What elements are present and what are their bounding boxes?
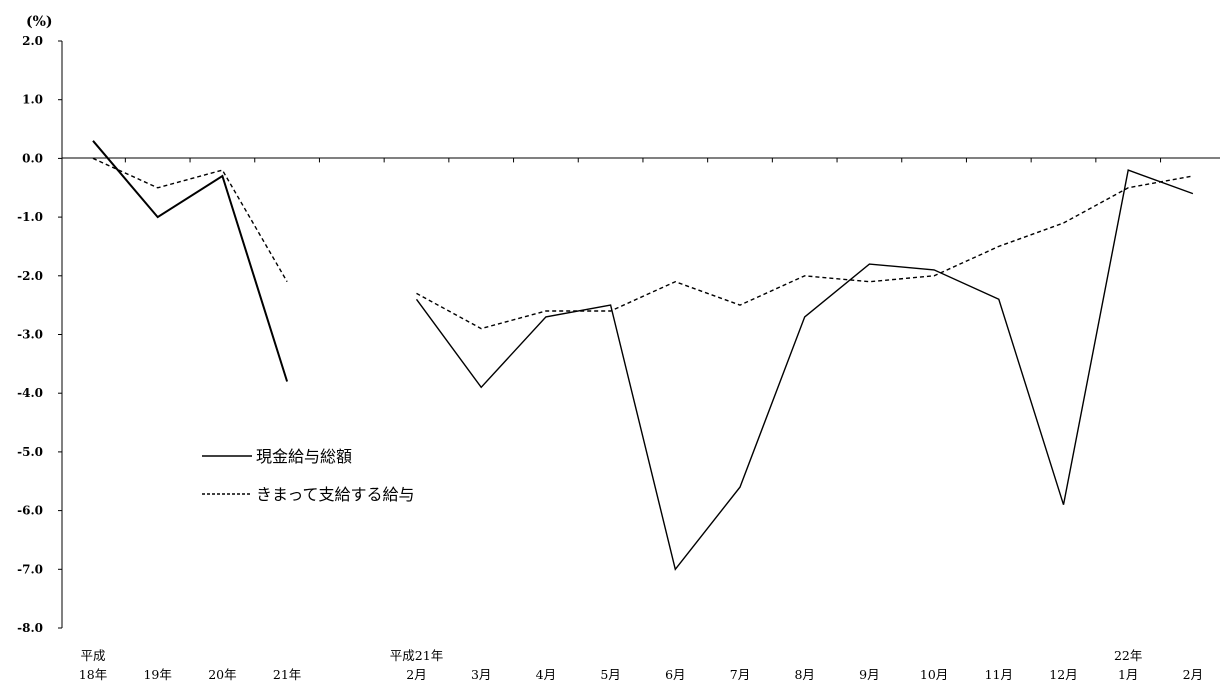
legend-label-scheduled-earnings: きまって支給する給与 (256, 485, 415, 504)
y-axis-label: (%) (26, 14, 53, 30)
x-tick-label: 20年 (208, 667, 236, 682)
y-tick-label: -1.0 (17, 210, 43, 224)
x-tick-label-top: 22年 (1114, 648, 1142, 663)
x-tick-label: 4月 (536, 667, 556, 682)
x-tick-label: 8月 (794, 667, 814, 682)
y-tick-label: -5.0 (17, 445, 43, 459)
x-tick-label: 12月 (1049, 667, 1077, 682)
y-tick-label: 2.0 (22, 34, 43, 48)
x-tick-label-top: 平成 (80, 648, 105, 663)
x-tick-label: 21年 (273, 667, 301, 682)
series-scheduled-earnings-line (416, 175, 1194, 330)
x-tick-label: 3月 (471, 667, 491, 682)
series-layer (92, 140, 1194, 571)
series-total-cash-earnings-line (92, 140, 289, 382)
x-tick-label: 10月 (920, 667, 948, 682)
y-tick-label: 0.0 (22, 151, 43, 165)
y-tick-label: -8.0 (17, 621, 43, 635)
legend-label-total-cash-earnings: 現金給与総額 (256, 447, 352, 466)
x-tick-label: 6月 (665, 667, 685, 682)
x-tick-label: 9月 (859, 667, 879, 682)
series-scheduled-earnings-line (92, 157, 288, 283)
x-tick-label: 5月 (600, 667, 620, 682)
x-axis-ticks (124, 158, 1162, 163)
y-tick-label: -4.0 (17, 386, 43, 400)
y-tick-label: -3.0 (17, 328, 43, 342)
series-total-cash-earnings-line (415, 169, 1194, 571)
y-tick-label: -6.0 (17, 504, 43, 518)
x-tick-label: 19年 (143, 667, 171, 682)
x-tick-label: 2月 (406, 667, 426, 682)
x-tick-label: 11月 (985, 667, 1013, 682)
y-axis-ticks: 2.0 1.0 0.0 -1.0 -2.0 -3.0 -4.0 -5.0 -6.0 -7.0 -8.… (17, 34, 62, 635)
y-tick-label: -2.0 (17, 269, 43, 283)
x-tick-label: 1月 (1118, 667, 1138, 682)
legend: 現金給与総額 きまって支給する給与 (202, 447, 415, 504)
x-tick-label: 18年 (79, 667, 107, 682)
x-axis-labels: 平成 18年 19年 20年 21年 平成21年 2月 3月 4月 5月 6月 7月 8月 9月 10月 11… (79, 648, 1203, 682)
x-tick-label: 7月 (730, 667, 750, 682)
y-tick-label: 1.0 (22, 93, 43, 107)
x-tick-label: 2月 (1183, 667, 1203, 682)
x-tick-label-top: 平成21年 (390, 648, 443, 663)
y-tick-label: -7.0 (17, 562, 43, 576)
